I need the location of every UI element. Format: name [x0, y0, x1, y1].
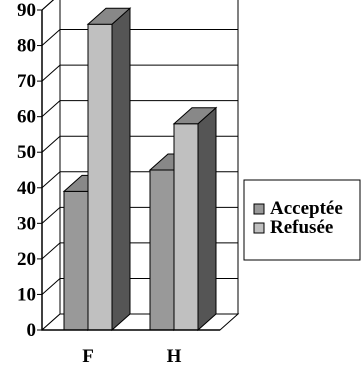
legend-swatch-refused	[253, 222, 265, 234]
bar-f-refused	[86, 7, 132, 332]
bar-front	[63, 190, 89, 331]
bars	[62, 7, 218, 332]
y-tick-label: 30	[17, 213, 36, 234]
gridline	[41, 100, 238, 118]
axes	[37, 9, 220, 331]
gridline	[41, 0, 55, 11]
y-tick-label: 0	[27, 320, 37, 341]
bar-top	[172, 107, 218, 125]
y-tick-label: 10	[17, 284, 36, 305]
y-tick-label: 50	[17, 142, 36, 163]
bar-h-refused	[172, 106, 218, 332]
legend-box	[243, 179, 361, 261]
y-tick-label: 90	[17, 0, 36, 21]
bar-top	[86, 7, 132, 25]
y-tick-label: 20	[17, 249, 36, 270]
y-tick-label: 70	[17, 71, 36, 92]
bar-side	[111, 7, 131, 332]
x-category-label-h: H	[167, 346, 182, 366]
y-tick-label: 80	[17, 36, 36, 57]
legend-label-refused: Refusée	[270, 217, 333, 238]
bar-front	[173, 123, 199, 331]
gridline	[41, 29, 238, 46]
legend: Acceptée Refusée	[243, 179, 361, 261]
y-tick-label: 60	[17, 107, 36, 128]
gridline	[41, 64, 238, 82]
legend-label-accepted: Acceptée	[270, 198, 343, 219]
y-tick-labels: 0 10 20 30 40 50 60 70 80 90	[17, 0, 36, 341]
x-category-label-f: F	[82, 346, 94, 366]
bar-front	[149, 169, 175, 331]
bar-side	[197, 106, 217, 332]
y-tick-label: 40	[17, 178, 36, 199]
legend-swatch-accepted	[253, 203, 265, 215]
bar-front	[87, 23, 113, 331]
